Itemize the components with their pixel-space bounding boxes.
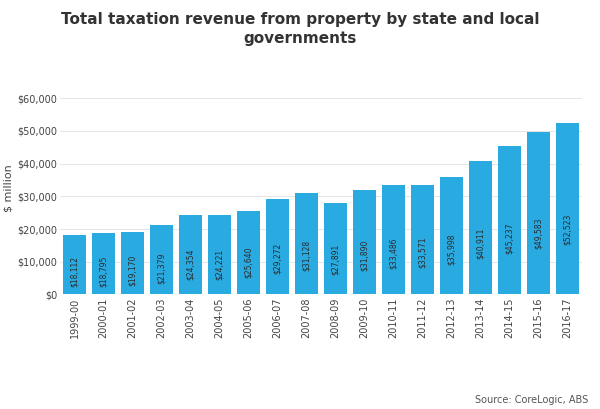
Bar — [150, 225, 173, 294]
Text: Source: CoreLogic, ABS: Source: CoreLogic, ABS — [475, 395, 588, 405]
Bar — [411, 184, 434, 294]
Bar — [63, 235, 86, 294]
Text: $52,523: $52,523 — [563, 213, 572, 245]
Bar — [440, 177, 463, 294]
Text: $40,911: $40,911 — [476, 228, 485, 259]
Bar — [208, 215, 231, 294]
Text: $35,998: $35,998 — [447, 234, 456, 265]
Bar — [324, 203, 347, 294]
Text: $19,170: $19,170 — [128, 255, 137, 286]
Text: $33,571: $33,571 — [418, 237, 427, 268]
Bar — [469, 161, 492, 294]
Y-axis label: $ million: $ million — [3, 164, 13, 212]
Bar — [295, 193, 318, 294]
Text: $18,795: $18,795 — [99, 256, 108, 287]
Text: $18,112: $18,112 — [70, 256, 79, 288]
Bar — [237, 211, 260, 294]
Bar — [266, 199, 289, 294]
Text: $33,486: $33,486 — [389, 237, 398, 269]
Bar — [353, 190, 376, 294]
Text: $45,237: $45,237 — [505, 222, 514, 254]
Bar — [498, 146, 521, 294]
Bar — [382, 185, 405, 294]
Bar — [92, 233, 115, 294]
Text: $21,379: $21,379 — [157, 252, 166, 283]
Text: $31,890: $31,890 — [360, 239, 369, 270]
Text: $31,128: $31,128 — [302, 240, 311, 271]
Text: Total taxation revenue from property by state and local
governments: Total taxation revenue from property by … — [61, 12, 539, 46]
Bar — [179, 215, 202, 294]
Text: $24,221: $24,221 — [215, 249, 224, 280]
Bar — [121, 232, 144, 294]
Text: $25,640: $25,640 — [244, 247, 253, 279]
Bar — [527, 132, 550, 294]
Text: $24,354: $24,354 — [186, 248, 195, 280]
Text: $49,583: $49,583 — [534, 217, 543, 249]
Text: $27,891: $27,891 — [331, 244, 340, 275]
Text: $29,272: $29,272 — [273, 243, 282, 274]
Bar — [556, 123, 579, 294]
